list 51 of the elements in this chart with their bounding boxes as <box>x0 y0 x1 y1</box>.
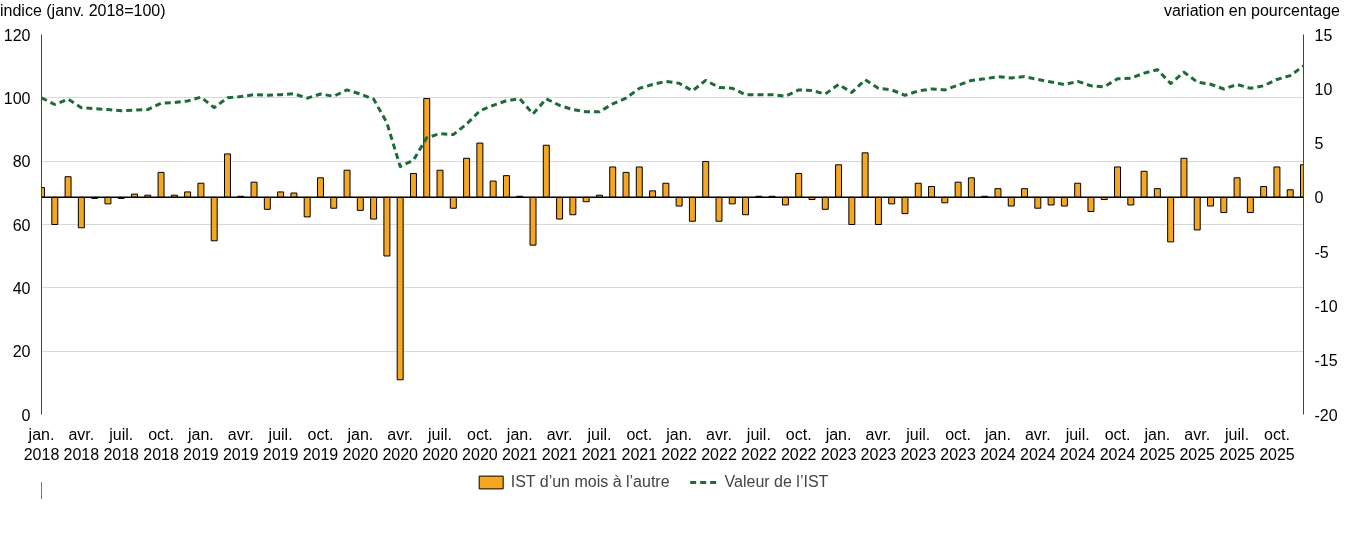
y-tick-label: 20 <box>12 343 31 361</box>
y-axis-title: indice (janv. 2018=100) <box>0 1 166 21</box>
x-tick-label: jan. 2024 <box>980 425 1016 463</box>
x-tick-label: oct. 2025 <box>1259 425 1295 463</box>
y2-tick-label: -15 <box>1314 352 1338 370</box>
legend-label: IST d’un mois à l’autre <box>510 473 670 491</box>
x-tick-label: oct. 2021 <box>621 425 658 463</box>
x-tick-label: avr. 2025 <box>1179 425 1216 463</box>
x-tick-label: avr. 2020 <box>382 425 419 463</box>
x-tick-label: jan. 2025 <box>1139 425 1176 463</box>
x-tick-label: jan. 2021 <box>501 425 538 463</box>
y2-tick-label: 0 <box>1314 189 1324 207</box>
y2-tick-label: -5 <box>1314 243 1329 261</box>
x-tick-label: avr. 2018 <box>63 425 100 463</box>
x-tick-label: jan. 2018 <box>23 425 60 463</box>
legend-label: Valeur de l’IST <box>724 473 829 491</box>
x-tick-label: juil. 2020 <box>422 425 458 463</box>
x-tick-label: jan. 2022 <box>661 425 698 463</box>
x-tick-label: avr. 2023 <box>860 425 897 463</box>
y2-tick-label: -20 <box>1314 406 1338 424</box>
x-tick-label: oct. 2024 <box>1099 425 1136 463</box>
y2-tick-label: 15 <box>1314 26 1333 44</box>
y-tick-label: 80 <box>12 153 31 171</box>
x-tick-label: juil. 2024 <box>1059 425 1096 463</box>
x-tick-label: avr. 2022 <box>701 425 737 463</box>
x-tick-label: oct. 2022 <box>780 425 817 463</box>
x-tick-label: jan. 2020 <box>342 425 379 463</box>
x-tick-label: juil. 2025 <box>1219 425 1255 463</box>
x-tick-label: avr. 2021 <box>541 425 578 463</box>
y-tick-label: 60 <box>12 216 31 234</box>
y-tick-label: 40 <box>12 279 31 297</box>
x-tick-label: juil. 2023 <box>900 425 937 463</box>
x-tick-label: juil. 2022 <box>741 425 777 463</box>
x-tick-label: jan. 2019 <box>183 425 219 463</box>
x-tick-label: avr. 2024 <box>1020 425 1056 463</box>
y-tick-label: 120 <box>3 26 31 44</box>
x-tick-label: juil. 2019 <box>262 425 299 463</box>
x-tick-label: jan. 2023 <box>820 425 857 463</box>
x-tick-label: oct. 2020 <box>462 425 498 463</box>
x-tick-label: juil. 2018 <box>103 425 140 463</box>
y2-tick-label: 5 <box>1314 135 1324 153</box>
x-tick-label: oct. 2018 <box>143 425 179 463</box>
y2-tick-label: -10 <box>1314 297 1338 315</box>
x-tick-label: avr. 2019 <box>222 425 259 463</box>
y-tick-label: 0 <box>21 406 31 424</box>
y2-tick-label: 10 <box>1314 80 1333 98</box>
x-tick-label: juil. 2021 <box>581 425 618 463</box>
x-tick-label: oct. 2019 <box>302 425 339 463</box>
x-tick-label: oct. 2023 <box>940 425 977 463</box>
y-tick-label: 100 <box>3 89 31 107</box>
y2-axis-title: variation en pourcentage <box>1163 1 1340 21</box>
